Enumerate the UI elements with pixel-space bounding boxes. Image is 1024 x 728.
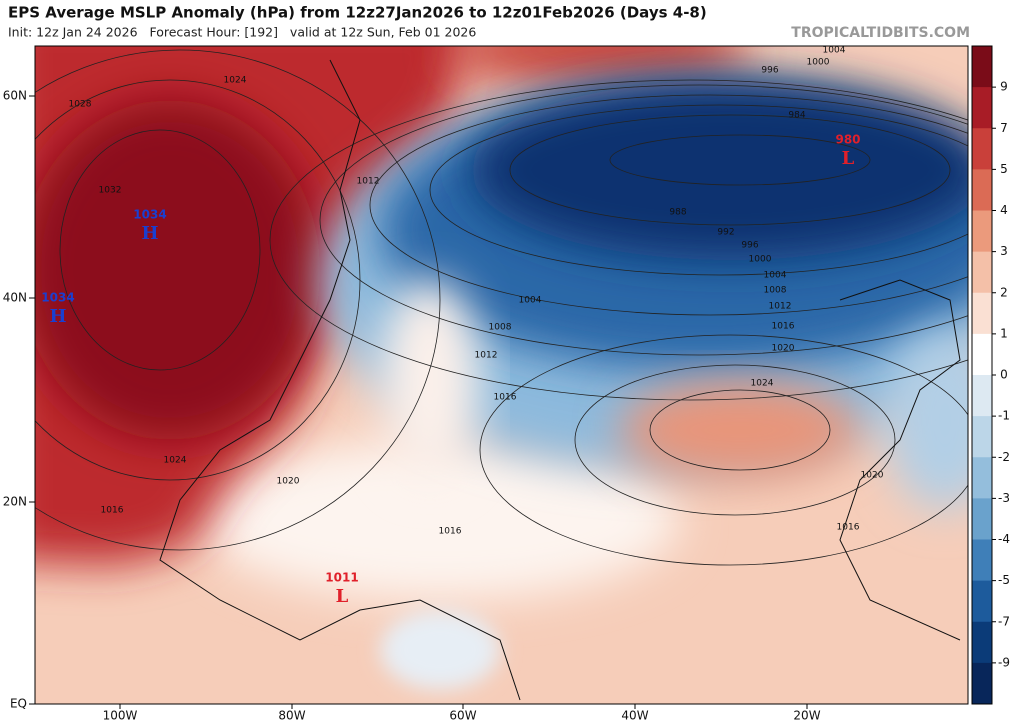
center-value: 980 bbox=[835, 133, 860, 147]
colorbar-segment bbox=[972, 416, 992, 458]
contour-label: 1016 bbox=[101, 506, 124, 516]
colorbar-label: -1 bbox=[998, 409, 1010, 423]
center-value: 1011 bbox=[325, 571, 358, 585]
contour-label: 992 bbox=[717, 228, 734, 238]
lon-label: 80W bbox=[278, 709, 305, 723]
colorbar-segment bbox=[972, 210, 992, 253]
colorbar-segment bbox=[972, 46, 992, 88]
contour-label: 996 bbox=[761, 66, 778, 76]
lon-label: 100W bbox=[103, 709, 138, 723]
site-credit: TROPICALTIDBITS.COM bbox=[791, 25, 970, 41]
contour-label: 1012 bbox=[357, 177, 380, 187]
lat-label: 60N bbox=[3, 89, 27, 103]
lon-label: 20W bbox=[793, 709, 820, 723]
contour-label: 1008 bbox=[489, 323, 512, 333]
contour-label: 1004 bbox=[764, 271, 787, 281]
colorbar-segment bbox=[972, 621, 992, 664]
contour-label: 1016 bbox=[837, 523, 860, 533]
colorbar-segment bbox=[972, 580, 992, 623]
colorbar-segment bbox=[972, 292, 992, 335]
colorbar-label: -3 bbox=[998, 491, 1010, 505]
contour-label: 1020 bbox=[772, 344, 795, 354]
contour-label: 1016 bbox=[439, 527, 462, 537]
colorbar-label: -5 bbox=[998, 573, 1010, 587]
contour-label: 988 bbox=[669, 208, 686, 218]
lon-label: 60W bbox=[449, 709, 476, 723]
colorbar-label: 4 bbox=[1000, 203, 1008, 217]
lat-label: EQ bbox=[10, 697, 27, 711]
contour-label: 1016 bbox=[494, 393, 517, 403]
center-symbol: L bbox=[842, 148, 855, 169]
lat-label: 40N bbox=[3, 291, 27, 305]
colorbar-segment bbox=[972, 375, 992, 417]
colorbar-label: -2 bbox=[998, 450, 1010, 464]
contour-label: 1012 bbox=[475, 351, 498, 361]
colorbar-label: 2 bbox=[1000, 285, 1008, 299]
colorbar-segment bbox=[972, 128, 992, 170]
contour-label: 1024 bbox=[224, 76, 247, 86]
contour-label: 1004 bbox=[823, 46, 846, 56]
map-frame bbox=[34, 45, 969, 705]
colorbar-segment bbox=[972, 498, 992, 540]
colorbar-label: 7 bbox=[1000, 121, 1008, 135]
colorbar-label: 3 bbox=[1000, 244, 1008, 258]
lon-label: 40W bbox=[621, 709, 648, 723]
center-symbol: H bbox=[49, 306, 66, 327]
title: EPS Average MSLP Anomaly (hPa) from 12z2… bbox=[8, 4, 707, 22]
contour-label: 1008 bbox=[764, 286, 787, 296]
colorbar-label: -7 bbox=[998, 614, 1010, 628]
colorbar-segment bbox=[972, 169, 992, 211]
colorbar-segment bbox=[972, 333, 992, 376]
center-symbol: H bbox=[141, 223, 158, 244]
contour-label: 1024 bbox=[751, 379, 774, 389]
colorbar-segment bbox=[972, 457, 992, 499]
contour-label: 1028 bbox=[69, 100, 92, 110]
map-field bbox=[35, 46, 968, 704]
colorbar-label: 1 bbox=[1000, 326, 1008, 340]
center-value: 1034 bbox=[41, 291, 74, 305]
contour-label: 1016 bbox=[772, 322, 795, 332]
subtitle: Init: 12z Jan 24 2026 Forecast Hour: [19… bbox=[8, 25, 476, 40]
colorbar-segment bbox=[972, 87, 992, 129]
colorbar-label: -4 bbox=[998, 532, 1010, 546]
contour-label: 1012 bbox=[769, 302, 792, 312]
contour-label: 996 bbox=[741, 241, 758, 251]
contour-label: 1000 bbox=[749, 255, 772, 265]
colorbar-label: -9 bbox=[998, 655, 1010, 669]
contour-label: 1004 bbox=[519, 296, 542, 306]
center-symbol: L bbox=[336, 586, 349, 607]
contour-label: 984 bbox=[788, 111, 805, 121]
colorbar-segment bbox=[972, 539, 992, 582]
contour-label: 1020 bbox=[277, 477, 300, 487]
contour-label: 1024 bbox=[164, 456, 187, 466]
contour-label: 1020 bbox=[861, 471, 884, 481]
colorbar-segment bbox=[972, 662, 992, 705]
colorbar-label: 5 bbox=[1000, 162, 1008, 176]
colorbar-label: 0 bbox=[1000, 368, 1008, 382]
center-value: 1034 bbox=[133, 208, 166, 222]
lat-label: 20N bbox=[3, 495, 27, 509]
contour-label: 1000 bbox=[807, 58, 830, 68]
colorbar-segment bbox=[972, 251, 992, 294]
colorbar-label: 9 bbox=[1000, 80, 1008, 94]
contour-label: 1032 bbox=[99, 186, 122, 196]
